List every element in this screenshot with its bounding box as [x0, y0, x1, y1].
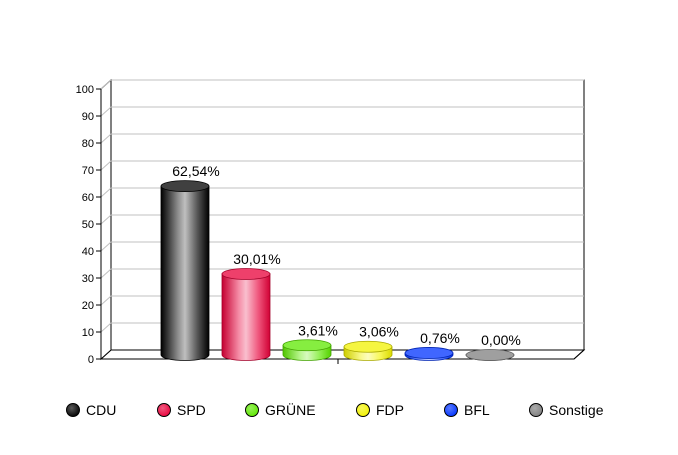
- data-label: 3,06%: [359, 324, 399, 340]
- legend-item-grüne: GRÜNE: [245, 401, 316, 418]
- legend-marker: [245, 403, 259, 417]
- legend-label: BFL: [464, 402, 490, 418]
- data-labels: 62,54% 30,01% 3,61% 3,06% 0,76% 0,00%: [172, 163, 521, 348]
- y-tick-label: 40: [82, 246, 94, 258]
- bar-cdu: [160, 180, 210, 361]
- floor-edge: [573, 349, 585, 360]
- bar-body: [160, 185, 210, 361]
- data-label: 30,01%: [233, 251, 280, 267]
- bar-spd: [221, 268, 271, 361]
- y-tick-label: 30: [82, 273, 94, 285]
- bar-fdp: [343, 340, 393, 361]
- legend-label: SPD: [177, 402, 206, 418]
- bar-top: [404, 347, 454, 359]
- data-label: 3,61%: [298, 322, 338, 338]
- gridline-side: [100, 214, 112, 225]
- gridline-side: [100, 322, 112, 333]
- legend-marker: [444, 403, 458, 417]
- data-label: 0,76%: [420, 330, 460, 346]
- bar-top: [282, 339, 332, 352]
- bar-body: [221, 273, 271, 361]
- bars: [160, 180, 515, 361]
- legend-item-bfl: BFL: [444, 402, 490, 418]
- legend-marker: [66, 403, 80, 417]
- legend-marker: [157, 403, 171, 417]
- y-tick-label: 10: [82, 327, 94, 339]
- legend-label: CDU: [86, 402, 116, 418]
- gridline-side: [100, 79, 112, 90]
- bar-sonstige: [465, 349, 515, 361]
- bar-top: [160, 180, 210, 193]
- y-tick-label: 100: [76, 84, 94, 96]
- legend-marker: [356, 403, 370, 417]
- data-label: 62,54%: [172, 163, 219, 179]
- legend-label: Sonstige: [549, 402, 604, 418]
- legend-marker: [529, 403, 543, 417]
- bar-top: [465, 349, 515, 361]
- data-label: 0,00%: [481, 332, 521, 348]
- y-tick-label: 90: [82, 111, 94, 123]
- legend: CDU SPD GRÜNE FDP BFL Sonstige: [66, 401, 604, 418]
- gridline-side: [100, 106, 112, 117]
- legend-item-cdu: CDU: [66, 402, 116, 418]
- y-tick-label: 20: [82, 300, 94, 312]
- legend-item-fdp: FDP: [356, 402, 404, 418]
- gridline-side: [100, 133, 112, 144]
- legend-label: FDP: [376, 402, 404, 418]
- gridline-side: [100, 295, 112, 306]
- bar-grüne: [282, 339, 332, 361]
- bar-top: [221, 268, 271, 280]
- gridline-side: [100, 268, 112, 279]
- y-tick-label: 70: [82, 165, 94, 177]
- bar-bfl: [404, 347, 454, 361]
- gridline-side: [100, 187, 112, 198]
- gridline-side: [100, 241, 112, 252]
- y-axis: 0 10 20 30 40 50 60 70 80 90 100: [76, 84, 339, 366]
- bar-top: [343, 340, 393, 353]
- gridline-side: [100, 160, 112, 171]
- legend-item-sonstige: Sonstige: [529, 402, 604, 418]
- legend-label: GRÜNE: [265, 401, 316, 418]
- y-tick-label: 0: [88, 354, 94, 366]
- y-tick-label: 80: [82, 138, 94, 150]
- y-tick-label: 50: [82, 219, 94, 231]
- y-tick-label: 60: [82, 192, 94, 204]
- legend-item-spd: SPD: [157, 402, 206, 418]
